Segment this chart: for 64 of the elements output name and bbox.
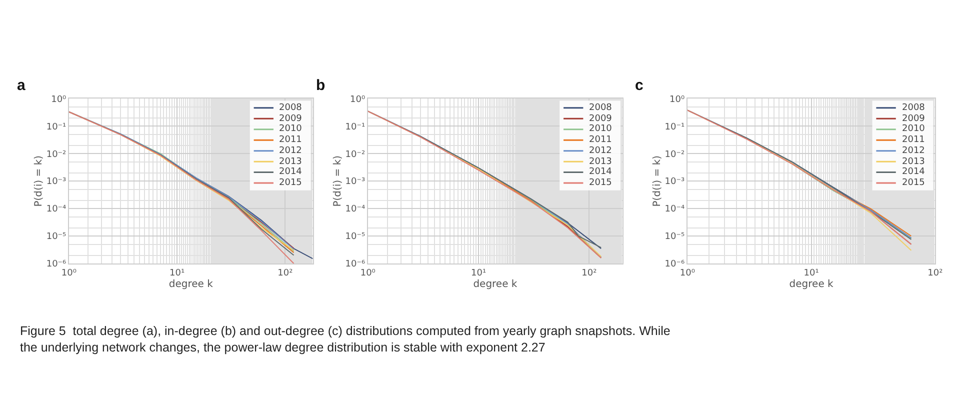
y-tick-label: 10⁻³ bbox=[46, 177, 67, 188]
y-axis-title: P(d(i) = k) bbox=[33, 155, 44, 207]
x-axis-title: degree k bbox=[789, 278, 834, 290]
legend-label: 2009 bbox=[279, 114, 302, 124]
legend-label: 2012 bbox=[589, 146, 612, 156]
y-tick-label: 10⁻¹ bbox=[664, 122, 686, 132]
legend-label: 2011 bbox=[902, 135, 925, 145]
legend-label: 2008 bbox=[279, 103, 302, 113]
x-tick-label: 10⁰ bbox=[680, 268, 696, 278]
caption: Figure 5 total degree (a), in-degree (b) and out-degree (c) distributions computed from yearly graph snapshots. While the underlying network changes, the power-law degree distribution is stable with exponent 2.27 bbox=[20, 324, 670, 354]
y-axis-title: P(d(i) = k) bbox=[652, 155, 663, 207]
y-axis-title: P(d(i) = k) bbox=[332, 155, 344, 207]
y-tick-label: 10⁻³ bbox=[345, 177, 366, 188]
y-tick-label: 10⁻³ bbox=[664, 177, 686, 188]
legend-label: 2008 bbox=[902, 103, 926, 113]
legend-label: 2009 bbox=[589, 114, 612, 124]
chart-title: a bbox=[17, 77, 26, 94]
legend-label: 2013 bbox=[279, 157, 302, 167]
x-axis-title: degree k bbox=[168, 278, 214, 290]
legend-label: 2014 bbox=[589, 167, 612, 177]
legend-label: 2014 bbox=[902, 167, 926, 177]
legend-label: 2010 bbox=[902, 124, 926, 134]
y-tick-label: 10⁻⁵ bbox=[664, 232, 686, 242]
x-tick-label: 10² bbox=[582, 268, 598, 278]
legend-label: 2012 bbox=[279, 146, 302, 156]
y-tick-label: 10⁻² bbox=[46, 150, 67, 160]
y-tick-label: 10⁰ bbox=[51, 94, 67, 105]
x-tick-label: 10⁰ bbox=[360, 268, 376, 278]
y-tick-label: 10⁻¹ bbox=[345, 122, 366, 132]
legend-label: 2010 bbox=[589, 124, 612, 134]
legend-label: 2015 bbox=[902, 178, 925, 188]
y-tick-label: 10⁰ bbox=[350, 94, 366, 105]
legend-label: 2011 bbox=[589, 135, 612, 145]
y-tick-label: 10⁻⁴ bbox=[345, 204, 366, 215]
y-tick-label: 10⁻² bbox=[345, 150, 366, 160]
legend-label: 2015 bbox=[589, 178, 612, 188]
chart-title: b bbox=[316, 77, 326, 94]
y-tick-label: 10⁻⁵ bbox=[345, 232, 366, 242]
legend-label: 2009 bbox=[902, 114, 926, 124]
legend-label: 2013 bbox=[589, 157, 612, 167]
legend-label: 2013 bbox=[902, 157, 925, 167]
legend-label: 2012 bbox=[902, 146, 925, 156]
x-tick-label: 10¹ bbox=[804, 268, 820, 278]
legend-label: 2008 bbox=[589, 103, 612, 113]
y-tick-label: 10⁻¹ bbox=[46, 122, 67, 132]
legend-label: 2011 bbox=[279, 135, 302, 145]
y-tick-label: 10⁻⁶ bbox=[664, 260, 686, 270]
legend-label: 2010 bbox=[279, 124, 302, 134]
legend-label: 2015 bbox=[279, 178, 302, 188]
x-tick-label: 10¹ bbox=[170, 268, 185, 278]
chart-title: c bbox=[635, 77, 644, 94]
y-tick-label: 10⁻⁵ bbox=[46, 232, 67, 242]
x-tick-label: 10² bbox=[278, 268, 294, 278]
x-tick-label: 10¹ bbox=[471, 268, 486, 278]
legend-label: 2014 bbox=[279, 167, 302, 177]
y-tick-label: 10⁻⁴ bbox=[46, 204, 67, 215]
y-tick-label: 10⁻⁶ bbox=[46, 260, 67, 270]
x-axis-title: degree k bbox=[473, 278, 518, 290]
y-tick-label: 10⁰ bbox=[670, 94, 686, 105]
x-tick-label: 10² bbox=[928, 268, 944, 278]
y-tick-label: 10⁻⁶ bbox=[345, 260, 366, 270]
y-tick-label: 10⁻² bbox=[664, 150, 686, 160]
y-tick-label: 10⁻⁴ bbox=[664, 204, 686, 215]
x-tick-label: 10⁰ bbox=[61, 268, 77, 278]
